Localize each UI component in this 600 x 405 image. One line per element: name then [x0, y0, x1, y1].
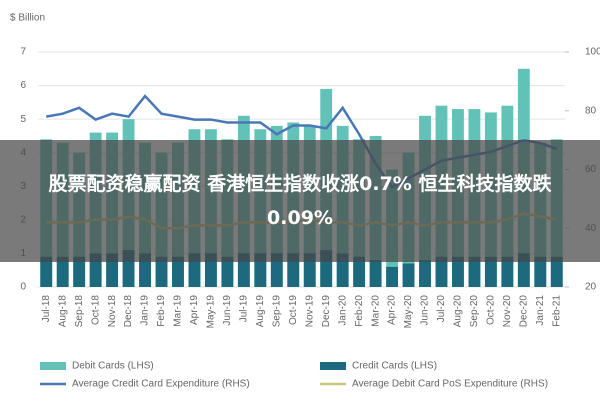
x-tick-label: Dec-19 [321, 295, 332, 328]
bar [452, 256, 464, 287]
x-tick-label: Mar-19 [173, 295, 184, 327]
x-tick-label: Jul-20 [436, 295, 447, 323]
x-tick-label: Aug-19 [255, 295, 266, 328]
bar [369, 260, 382, 287]
y-tick-label: 5 [20, 114, 26, 125]
bar [336, 253, 349, 287]
x-tick-label: Jun-20 [420, 295, 431, 326]
x-tick-label: Mar-20 [370, 295, 381, 327]
bar [435, 256, 448, 287]
x-tick-label: Sep-19 [271, 295, 282, 328]
bar [287, 253, 300, 287]
x-tick-label: Jul-19 [239, 295, 250, 323]
x-tick-label: Jul-18 [41, 295, 52, 323]
bar [517, 253, 530, 287]
bar [468, 256, 481, 287]
x-tick-label: Nov-20 [502, 295, 513, 328]
overlay-title: 股票配资稳赢配资 香港恒生指数收涨0.7% 恒生科技指数跌0.09% [0, 140, 600, 262]
y-tick-label: 6 [20, 80, 26, 91]
bar [188, 253, 201, 287]
x-tick-label: Sep-18 [74, 295, 85, 328]
bar [204, 253, 217, 287]
legend-swatch [320, 362, 346, 370]
bar [534, 256, 547, 287]
y2-tick-label: 20 [585, 282, 597, 293]
legend-swatch [40, 362, 66, 370]
x-tick-label: Aug-18 [57, 295, 68, 328]
x-tick-label: Dec-18 [123, 295, 134, 328]
legend-label: Average Debit Card PoS Expenditure (RHS) [352, 379, 548, 390]
bar [40, 256, 53, 287]
x-tick-label: Apr-20 [387, 295, 398, 325]
x-tick-label: May-19 [206, 295, 217, 329]
x-tick-label: Oct-19 [288, 295, 299, 325]
x-tick-label: Jan-19 [140, 295, 151, 326]
x-tick-label: Jan-20 [337, 295, 348, 326]
bar [73, 256, 86, 287]
x-tick-label: Sep-20 [469, 295, 480, 328]
bar [386, 266, 399, 287]
bar [419, 260, 431, 287]
x-tick-label: Aug-20 [453, 295, 464, 328]
y2-tick-label: 100 [585, 47, 600, 58]
bar [172, 256, 184, 287]
bar [402, 263, 415, 287]
bar [501, 256, 514, 287]
x-tick-label: Oct-18 [90, 295, 101, 325]
y-axis-label: $ Billion [10, 13, 45, 24]
bar [139, 253, 151, 287]
legend-label: Average Credit Card Expenditure (RHS) [72, 379, 250, 390]
bar [237, 253, 250, 287]
bar [484, 256, 497, 287]
bar [550, 256, 563, 287]
x-tick-label: May-20 [403, 295, 414, 329]
x-tick-label: Nov-19 [304, 295, 315, 328]
bar [320, 250, 333, 287]
x-tick-label: Feb-20 [354, 295, 365, 327]
x-tick-label: Oct-20 [486, 295, 497, 325]
bar [254, 253, 267, 287]
bar [221, 256, 234, 287]
x-tick-label: Jun-19 [222, 295, 233, 326]
x-tick-label: Feb-19 [156, 295, 167, 327]
x-tick-label: Nov-18 [107, 295, 118, 328]
bar [155, 256, 168, 287]
bar [89, 253, 102, 287]
bar [303, 253, 316, 287]
bar [353, 256, 366, 287]
y-tick-label: 7 [20, 47, 26, 58]
x-tick-label: Dec-20 [518, 295, 529, 328]
y-tick-label: 0 [20, 282, 26, 293]
x-tick-label: Feb-21 [551, 295, 562, 327]
x-tick-label: Jan-21 [535, 295, 546, 326]
bar [56, 256, 69, 287]
y2-tick-label: 80 [585, 105, 597, 116]
legend-label: Credit Cards (LHS) [352, 361, 437, 372]
bar [106, 253, 119, 287]
legend-label: Debit Cards (LHS) [72, 361, 154, 372]
bar [122, 250, 135, 287]
bar [270, 253, 283, 287]
x-tick-label: Apr-19 [189, 295, 200, 325]
